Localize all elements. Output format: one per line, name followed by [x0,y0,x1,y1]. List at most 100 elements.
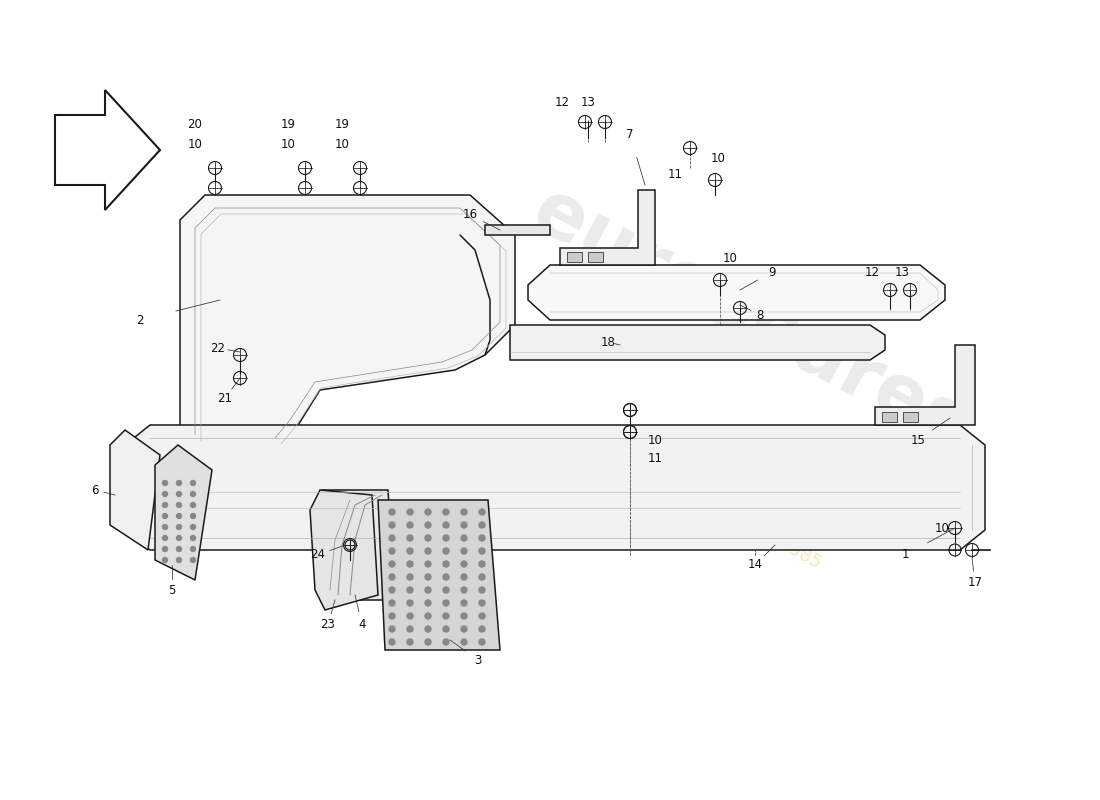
Circle shape [190,481,196,486]
Text: 13: 13 [894,266,910,278]
Circle shape [407,574,412,580]
Text: 11: 11 [648,451,662,465]
Circle shape [425,587,431,593]
Circle shape [176,525,182,530]
Circle shape [163,481,167,486]
Circle shape [190,525,196,530]
Circle shape [176,535,182,541]
Polygon shape [55,90,160,210]
Polygon shape [560,190,654,265]
Circle shape [190,546,196,551]
Circle shape [461,522,468,528]
Text: 14: 14 [748,558,762,571]
Polygon shape [378,500,500,650]
Circle shape [443,626,449,632]
Text: 10: 10 [935,522,949,534]
Circle shape [389,574,395,580]
Circle shape [478,535,485,541]
Circle shape [478,548,485,554]
Text: 10: 10 [648,434,662,446]
Circle shape [425,639,431,645]
Circle shape [478,626,485,632]
Circle shape [461,548,468,554]
Text: 19: 19 [280,118,296,131]
Polygon shape [903,412,918,422]
Text: 10: 10 [280,138,296,151]
Circle shape [163,514,167,518]
Circle shape [389,548,395,554]
Polygon shape [528,265,945,320]
Circle shape [461,587,468,593]
Circle shape [176,514,182,518]
Text: 3: 3 [474,654,482,666]
Circle shape [407,561,412,567]
Circle shape [478,509,485,515]
Circle shape [461,561,468,567]
Polygon shape [566,252,582,262]
Circle shape [443,600,449,606]
Circle shape [389,639,395,645]
Text: 8: 8 [757,309,763,322]
Text: 22: 22 [210,342,225,354]
Circle shape [407,548,412,554]
Text: 12: 12 [554,95,570,109]
Circle shape [389,613,395,619]
Polygon shape [155,445,212,580]
Circle shape [425,613,431,619]
Text: 11: 11 [668,169,682,182]
Polygon shape [125,425,984,550]
Text: 1: 1 [901,549,909,562]
Polygon shape [180,195,515,450]
Circle shape [443,522,449,528]
Text: 2: 2 [136,314,144,326]
Circle shape [389,522,395,528]
Circle shape [425,574,431,580]
Circle shape [407,587,412,593]
Circle shape [389,535,395,541]
Text: a passion for parts since 1985: a passion for parts since 1985 [575,428,825,572]
Circle shape [461,574,468,580]
Circle shape [425,509,431,515]
Circle shape [389,587,395,593]
Circle shape [443,561,449,567]
Circle shape [163,525,167,530]
Circle shape [163,535,167,541]
Circle shape [407,600,412,606]
Circle shape [425,535,431,541]
Circle shape [176,502,182,507]
Polygon shape [588,252,603,262]
Circle shape [389,600,395,606]
Circle shape [389,626,395,632]
Circle shape [443,535,449,541]
Circle shape [425,626,431,632]
Text: eurospares: eurospares [519,174,980,466]
Circle shape [461,639,468,645]
Circle shape [163,502,167,507]
Circle shape [478,574,485,580]
Circle shape [478,522,485,528]
Circle shape [443,574,449,580]
Text: 18: 18 [601,335,615,349]
Circle shape [389,561,395,567]
Circle shape [478,587,485,593]
Circle shape [163,558,167,562]
Text: 4: 4 [359,618,365,631]
Text: 10: 10 [188,138,202,151]
Circle shape [443,587,449,593]
Circle shape [461,600,468,606]
Text: 10: 10 [711,151,725,165]
Circle shape [163,546,167,551]
Circle shape [176,481,182,486]
Polygon shape [110,430,160,550]
Circle shape [461,535,468,541]
Polygon shape [882,412,896,422]
Circle shape [425,600,431,606]
Text: 16: 16 [462,209,477,222]
Polygon shape [310,490,378,610]
Circle shape [407,509,412,515]
Circle shape [176,491,182,497]
Circle shape [190,491,196,497]
Circle shape [407,639,412,645]
Circle shape [478,600,485,606]
Text: 12: 12 [865,266,880,278]
